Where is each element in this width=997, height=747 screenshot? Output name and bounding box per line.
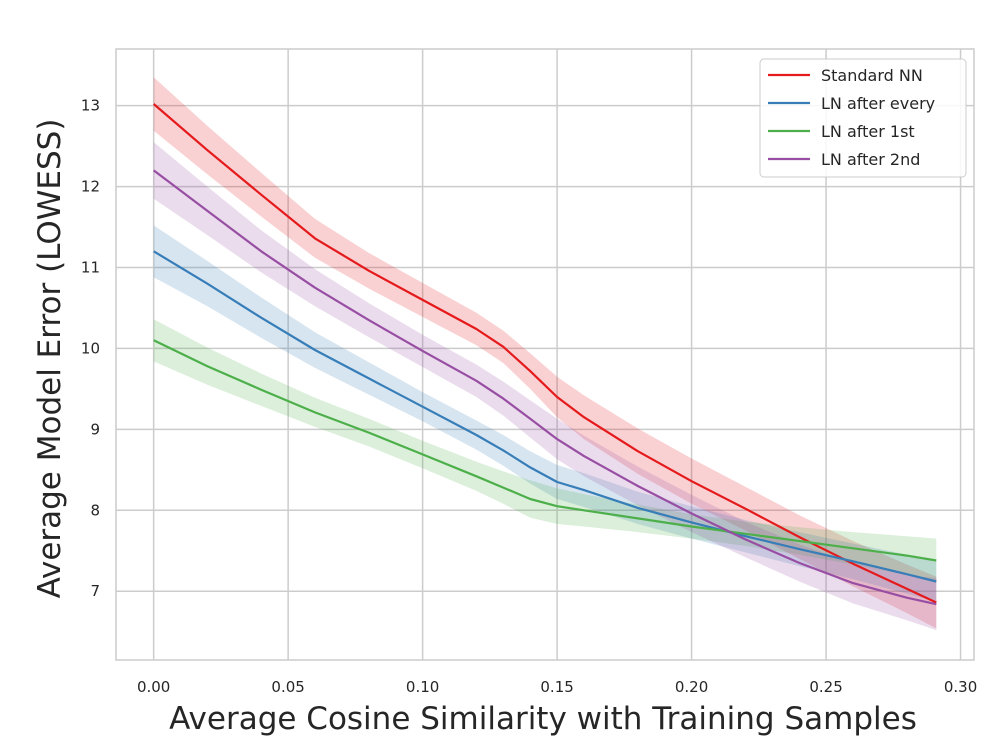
x-tick-label: 0.15	[540, 678, 573, 696]
y-tick-label: 10	[81, 339, 100, 357]
y-axis-title: Average Model Error (LOWESS)	[32, 119, 68, 599]
series-line-ln-after-1st	[153, 339, 937, 562]
band-ln-after-2nd	[153, 142, 937, 631]
x-tick-label: 0.30	[944, 678, 977, 696]
y-tick-label: 7	[90, 582, 100, 600]
series-line-ln-after-2nd	[153, 169, 937, 606]
x-axis-ticks: 0.00 0.05 0.10 0.15 0.20 0.25 0.30	[137, 678, 977, 696]
series-lines	[152, 103, 937, 606]
x-axis-title: Average Cosine Similarity with Training …	[169, 701, 917, 737]
legend: Standard NN LN after every LN after 1st LN …	[759, 58, 967, 178]
y-axis-ticks: 7 8 9 10 11 12 13	[81, 97, 100, 601]
y-tick-label: 12	[81, 178, 100, 196]
x-tick-label: 0.00	[137, 678, 170, 696]
x-tick-label: 0.10	[406, 678, 439, 696]
y-tick-label: 11	[81, 259, 100, 277]
band-standard-nn	[153, 77, 937, 629]
series-line-ln-after-every	[153, 250, 937, 583]
legend-label-ln-after-every: LN after every	[821, 94, 935, 113]
y-tick-label: 13	[81, 97, 100, 115]
y-tick-label: 9	[90, 420, 100, 438]
confidence-bands	[153, 77, 937, 631]
y-tick-label: 8	[90, 501, 100, 519]
plot-frame	[115, 48, 975, 661]
band-ln-after-1st	[153, 319, 937, 583]
legend-label-ln-after-2nd: LN after 2nd	[821, 150, 920, 169]
x-tick-label: 0.05	[271, 678, 304, 696]
band-ln-after-every	[153, 225, 937, 602]
x-tick-label: 0.25	[809, 678, 842, 696]
legend-label-standard-nn: Standard NN	[821, 66, 923, 85]
x-tick-label: 0.20	[675, 678, 708, 696]
legend-label-ln-after-1st: LN after 1st	[821, 122, 915, 141]
legend-box	[759, 58, 967, 178]
